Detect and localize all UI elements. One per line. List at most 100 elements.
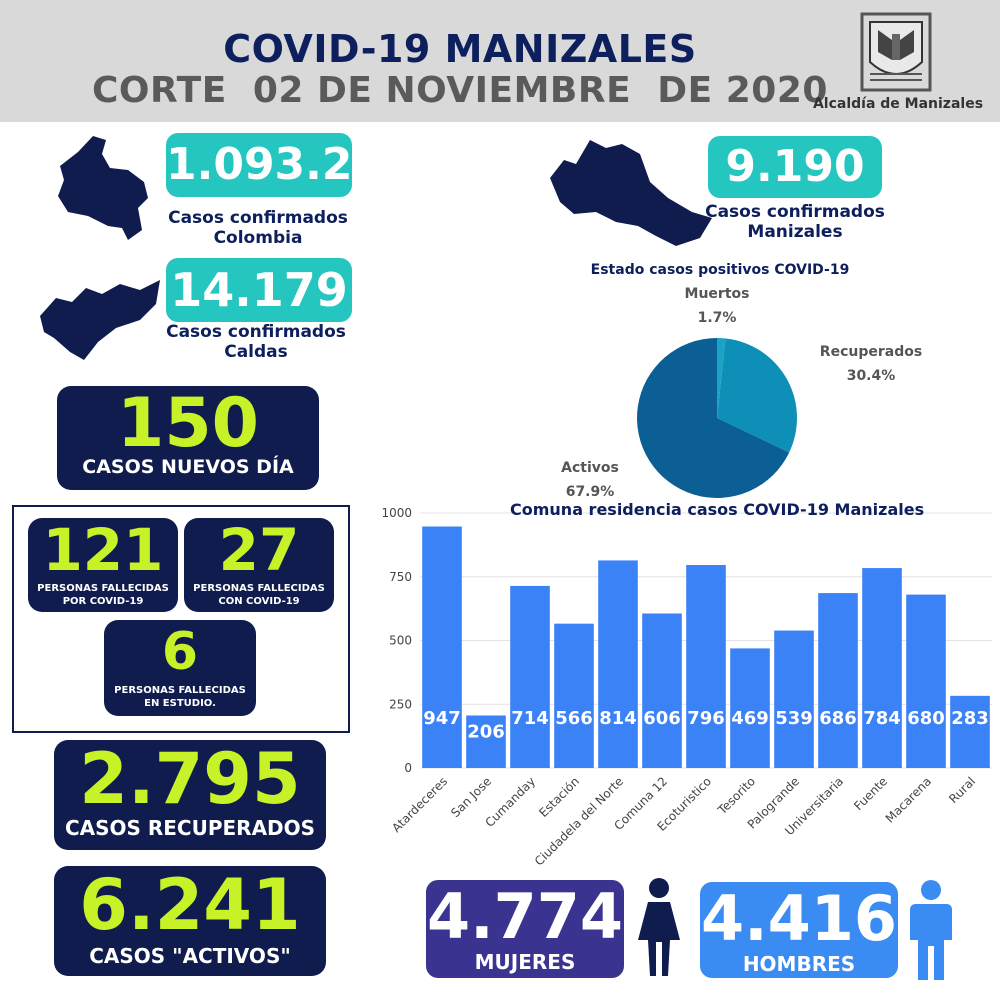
colombia-label-line1: Casos confirmados	[168, 208, 348, 228]
pie-label-activos-name: Activos	[561, 460, 619, 476]
bar-value-label: 469	[731, 708, 769, 729]
deaths-in-study-card: 6 PERSONAS FALLECIDAS EN ESTUDIO.	[104, 620, 256, 716]
caldas-cases-label: Casos confirmados Caldas	[156, 322, 356, 362]
deaths-by-covid-card: 121 PERSONAS FALLECIDAS POR COVID-19	[28, 518, 178, 612]
new-cases-label: CASOS NUEVOS DÍA	[82, 456, 294, 478]
x-tick-label: Atardeceres	[389, 774, 450, 835]
bar-value-label: 686	[819, 708, 857, 729]
pie-label-activos-value: 67.9%	[565, 484, 615, 500]
bar-value-label: 796	[687, 708, 725, 729]
pie-label-recuperados-name: Recuperados	[819, 344, 923, 360]
active-value: 6.241	[79, 864, 301, 946]
caldas-label-line1: Casos confirmados	[166, 322, 346, 342]
bar-cumanday	[510, 585, 550, 768]
manizales-cases-value: 9.190	[708, 136, 882, 198]
x-tick-label: Rural	[946, 774, 978, 806]
bar-estación	[554, 623, 594, 768]
x-tick-label: San Jose	[448, 774, 494, 820]
new-cases-card: 150 CASOS NUEVOS DÍA	[57, 386, 319, 490]
header-banner: COVID-19 MANIZALES CORTE 02 DE NOVIEMBRE…	[0, 0, 1000, 122]
x-tick-label: Macarena	[883, 774, 934, 825]
deaths-in-study-label-line2: EN ESTUDIO.	[144, 698, 216, 709]
manizales-label-line1: Casos confirmados	[705, 202, 885, 222]
new-cases-value: 150	[117, 384, 259, 463]
manizales-map-icon	[550, 140, 712, 246]
caldas-cases-value: 14.179	[166, 258, 352, 322]
deaths-by-covid-label: PERSONAS FALLECIDAS POR COVID-19	[28, 582, 178, 608]
pie-label-muertos-name: Muertos	[684, 286, 750, 302]
bar-value-label: 680	[907, 708, 945, 729]
bar-value-label: 606	[643, 708, 681, 729]
bar-value-label: 206	[467, 721, 505, 742]
pie-label-recuperados: Recuperados 30.4%	[808, 340, 934, 388]
pie-label-activos: Activos 67.9%	[548, 456, 632, 504]
y-tick-label: 500	[389, 634, 412, 648]
bar-fuente	[862, 568, 902, 768]
y-tick-label: 1000	[381, 506, 412, 520]
deaths-in-study-label-line1: PERSONAS FALLECIDAS	[114, 685, 246, 696]
recovered-label: CASOS RECUPERADOS	[64, 816, 316, 840]
deaths-in-study-label: PERSONAS FALLECIDAS EN ESTUDIO.	[104, 684, 256, 710]
page-title: COVID-19 MANIZALES	[223, 27, 697, 71]
manizales-label-line2: Manizales	[747, 222, 843, 242]
deaths-in-study-value: 6	[161, 622, 199, 682]
deaths-with-covid-label: PERSONAS FALLECIDAS CON COVID-19	[184, 582, 334, 608]
manizales-cases-label: Casos confirmados Manizales	[690, 202, 900, 242]
bar-ecoturistico	[686, 565, 726, 768]
colombia-cases-label: Casos confirmados Colombia	[160, 208, 356, 248]
pie-title: Estado casos positivos COVID-19	[590, 262, 850, 278]
bar-value-label: 283	[951, 708, 989, 729]
bar-value-label: 784	[863, 708, 901, 729]
caldas-label-line2: Caldas	[224, 342, 288, 362]
colombia-cases-value: 1.093.253	[166, 133, 414, 197]
pie-label-recuperados-value: 30.4%	[846, 368, 896, 384]
x-tick-label: Tesorito	[715, 774, 759, 818]
deaths-with-covid-label-line1: PERSONAS FALLECIDAS	[193, 583, 325, 594]
page-subtitle: CORTE 02 DE NOVIEMBRE DE 2020	[92, 70, 828, 111]
bar-ciudadela-del-norte	[598, 560, 638, 768]
women-value: 4.774	[426, 880, 624, 953]
active-label: CASOS "ACTIVOS"	[89, 944, 291, 968]
colombia-map-icon	[58, 136, 148, 240]
deaths-with-covid-label-line2: CON COVID-19	[218, 596, 300, 607]
pie-label-muertos-value: 1.7%	[697, 310, 737, 326]
y-tick-label: 250	[389, 697, 412, 711]
recovered-value: 2.795	[79, 738, 301, 820]
men-label: HOMBRES	[742, 952, 856, 976]
deaths-by-covid-value: 121	[42, 516, 164, 584]
man-icon	[910, 880, 952, 980]
women-label: MUJERES	[474, 950, 576, 974]
x-tick-label: Estación	[536, 774, 582, 820]
deaths-with-covid-card: 27 PERSONAS FALLECIDAS CON COVID-19	[184, 518, 334, 612]
deaths-frame	[12, 505, 350, 733]
bar-macarena	[906, 594, 946, 768]
bar-san-jose	[466, 715, 506, 768]
men-card: 4.416 HOMBRES	[700, 882, 898, 978]
bar-atardeceres	[422, 526, 462, 768]
bar-tesorito	[730, 648, 770, 768]
bar-value-label: 566	[555, 708, 593, 729]
x-tick-label: Fuente	[851, 774, 890, 813]
bar-value-label: 814	[599, 708, 637, 729]
pie-slice-activos	[637, 338, 790, 498]
woman-icon	[638, 878, 680, 976]
active-card: 6.241 CASOS "ACTIVOS"	[54, 866, 326, 976]
deaths-by-covid-label-line2: POR COVID-19	[62, 596, 144, 607]
women-card: 4.774 MUJERES	[426, 880, 624, 978]
pie-slice-muertos	[717, 338, 726, 418]
pie-slice-recuperados	[717, 338, 797, 453]
comuna-bar-chart: 0 250 500 750 1000 947 Atardeceres 206 San Jose 7…	[381, 506, 992, 868]
bar-value-label: 947	[423, 708, 461, 729]
men-value: 4.416	[700, 882, 898, 955]
bar-chart-title: Comuna residencia casos COVID-19 Manizal…	[510, 500, 925, 519]
caldas-map-icon	[40, 280, 160, 360]
logo-text: Alcaldía de Manizales	[812, 96, 984, 112]
pie-label-muertos: Muertos 1.7%	[662, 282, 772, 330]
bar-value-label: 714	[511, 708, 549, 729]
city-shield-logo-icon	[860, 12, 932, 92]
bar-rural	[950, 695, 990, 768]
y-tick-label: 0	[404, 761, 412, 775]
bar-palogrande	[774, 630, 814, 768]
bar-comuna-12	[642, 613, 682, 768]
status-pie-chart	[637, 338, 797, 498]
